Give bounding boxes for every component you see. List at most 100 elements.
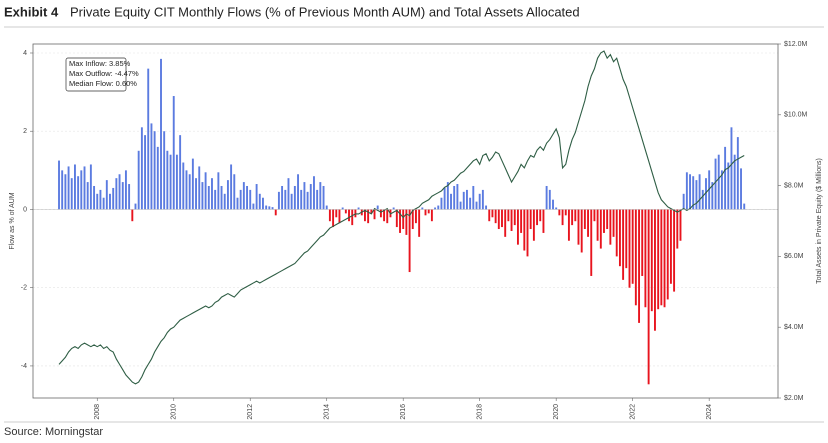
- bar: [434, 207, 437, 210]
- bar: [564, 209, 567, 216]
- bar: [453, 185, 456, 210]
- bar: [526, 209, 529, 257]
- bar: [542, 209, 545, 233]
- y2-tick-label: $6.0M: [784, 253, 804, 260]
- marks: [33, 50, 778, 385]
- y2-tick-label: $12.0M: [784, 41, 808, 48]
- x-tick-label: 2014: [324, 404, 331, 420]
- bar: [309, 184, 312, 210]
- bar: [740, 168, 742, 210]
- bar: [236, 197, 239, 210]
- bar: [673, 209, 676, 292]
- bar: [220, 185, 223, 210]
- x-tick-label: 2024: [706, 404, 713, 420]
- bar: [590, 209, 593, 276]
- bar: [344, 209, 347, 214]
- bar: [140, 127, 143, 210]
- bar: [325, 205, 328, 210]
- bar: [446, 182, 449, 210]
- bar: [153, 131, 156, 210]
- bar: [217, 172, 220, 210]
- bar: [733, 154, 736, 210]
- bar: [469, 197, 472, 210]
- bar: [287, 178, 290, 210]
- bar: [618, 209, 621, 267]
- bar: [628, 209, 631, 288]
- bar: [695, 180, 698, 210]
- bar: [625, 209, 628, 269]
- bar: [351, 209, 354, 226]
- annotation-box: [65, 57, 127, 92]
- bar: [459, 201, 462, 210]
- bar: [338, 209, 341, 224]
- bar: [175, 154, 178, 210]
- bar: [698, 174, 701, 210]
- bar: [536, 209, 539, 226]
- bar: [481, 189, 484, 210]
- bar: [341, 207, 344, 210]
- bar: [383, 209, 386, 222]
- bar: [478, 193, 481, 210]
- bar: [692, 176, 695, 210]
- bar: [466, 189, 468, 210]
- x-tick-label: 2018: [477, 404, 484, 420]
- bar: [249, 189, 252, 210]
- bar: [660, 209, 663, 306]
- x-tick-label: 2022: [630, 404, 637, 420]
- bar: [622, 209, 625, 280]
- bar: [654, 209, 656, 331]
- bar: [475, 201, 478, 210]
- bar: [571, 209, 574, 226]
- bar: [191, 158, 194, 210]
- bar: [319, 182, 322, 210]
- chart-title: Private Equity CIT Monthly Flows (% of P…: [70, 4, 580, 19]
- bar: [405, 209, 408, 235]
- bar: [430, 209, 433, 222]
- bar: [392, 207, 395, 210]
- annotation: Median Flow: 0.60%: [69, 79, 137, 88]
- bar: [246, 185, 249, 210]
- bar: [548, 189, 551, 210]
- bar: [682, 193, 685, 210]
- bar: [427, 209, 430, 214]
- bar: [647, 209, 650, 385]
- bar: [150, 123, 153, 210]
- annotation: Max Outflow: -4.47%: [69, 69, 139, 78]
- bar: [679, 209, 682, 241]
- bar: [418, 209, 421, 237]
- bar: [488, 209, 491, 222]
- plot-frame: [32, 43, 779, 399]
- bar: [109, 193, 111, 210]
- bar: [437, 205, 440, 210]
- bar: [545, 185, 548, 210]
- bar: [268, 206, 271, 210]
- bar: [491, 209, 494, 218]
- bar: [89, 164, 92, 210]
- bar: [641, 209, 644, 276]
- bar: [172, 96, 175, 210]
- bar: [80, 170, 83, 210]
- bar: [529, 209, 532, 230]
- y-tick-label: -2: [21, 285, 27, 292]
- bar: [504, 209, 507, 237]
- bar: [121, 182, 124, 210]
- bar: [743, 203, 746, 210]
- bar: [472, 185, 475, 210]
- bar: [99, 189, 102, 210]
- bar: [587, 209, 589, 237]
- bar: [271, 207, 274, 210]
- bar: [424, 209, 427, 216]
- bar: [163, 131, 166, 210]
- bar: [663, 209, 666, 308]
- bar: [96, 193, 99, 210]
- bar: [118, 174, 121, 210]
- bar: [169, 154, 172, 210]
- bar: [348, 209, 350, 222]
- bar: [650, 209, 653, 312]
- bar: [555, 207, 558, 210]
- bar: [137, 150, 140, 210]
- bar: [226, 180, 229, 210]
- bar: [297, 174, 299, 210]
- bar: [131, 209, 134, 222]
- bar: [539, 209, 542, 222]
